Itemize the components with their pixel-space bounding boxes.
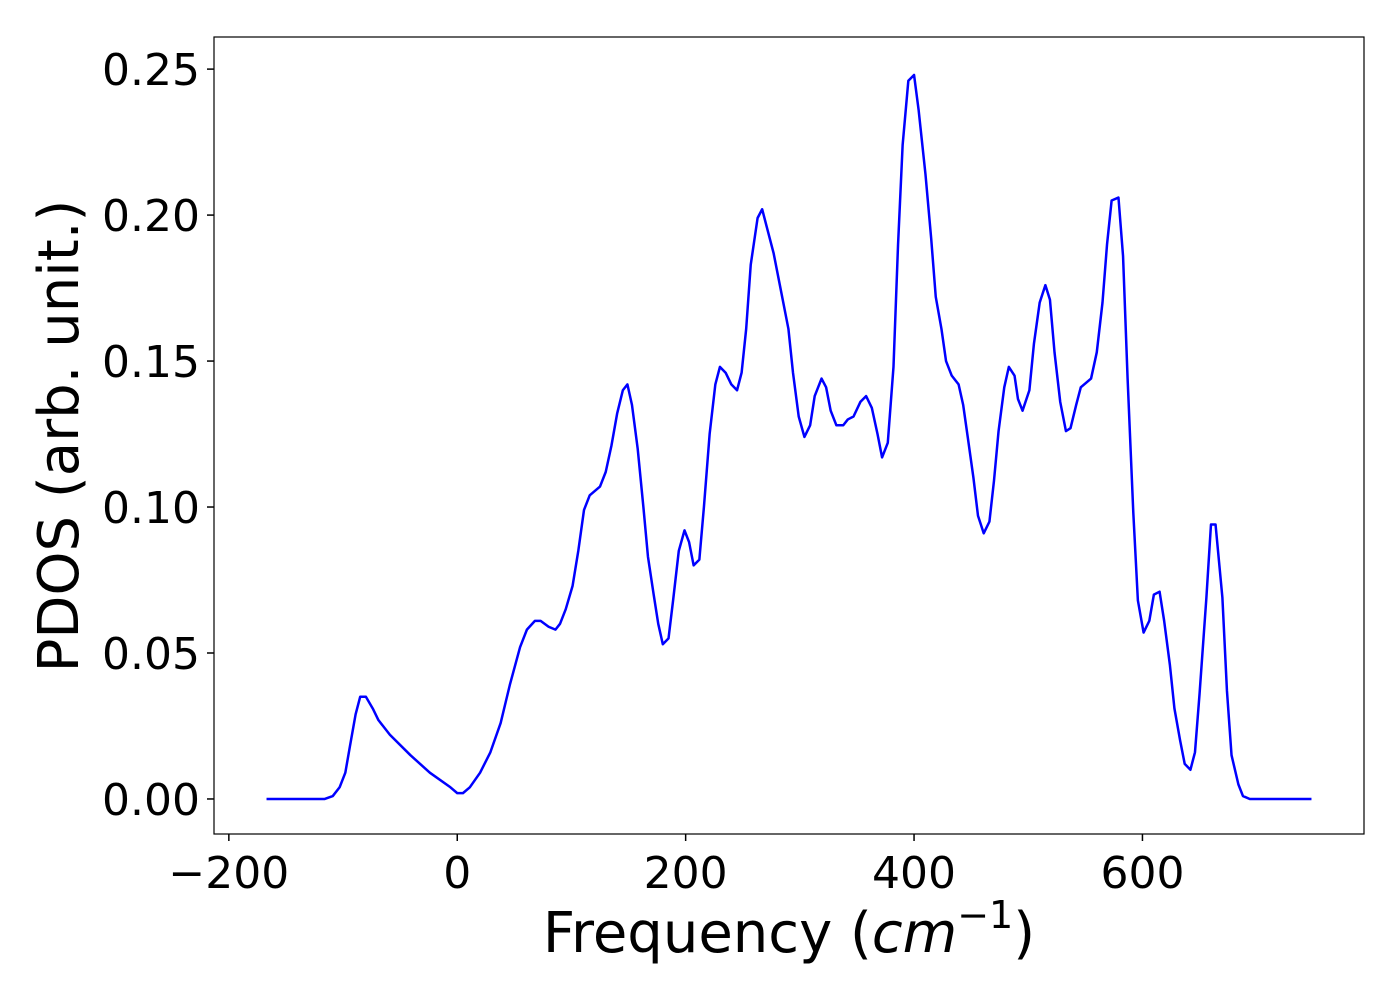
y-tick-label: 0.10	[102, 483, 200, 534]
x-tick-label: 400	[872, 848, 956, 899]
y-tick-label: 0.05	[102, 629, 200, 680]
line	[266, 73, 1312, 801]
y-axis-label: PDOS (arb. unit.)	[27, 200, 92, 673]
x-label-prefix: Frequency (	[543, 901, 872, 966]
x-label-exp: −1	[957, 893, 1013, 937]
y-tick-label: 0.15	[102, 337, 200, 388]
x-tick-label: 200	[644, 848, 728, 899]
x-label-unit: cm	[872, 901, 957, 966]
x-tick-label: −200	[168, 848, 289, 899]
plot-frame	[213, 36, 1365, 835]
x-tick-label: 0	[443, 848, 471, 899]
y-tick-label: 0.25	[102, 45, 200, 96]
y-tick-label: 0.20	[102, 191, 200, 242]
y-tick-label: 0.00	[102, 775, 200, 826]
x-label-suffix: )	[1013, 901, 1035, 966]
x-tick-label: 600	[1100, 848, 1184, 899]
x-axis-label: Frequency (cm−1)	[543, 893, 1035, 966]
